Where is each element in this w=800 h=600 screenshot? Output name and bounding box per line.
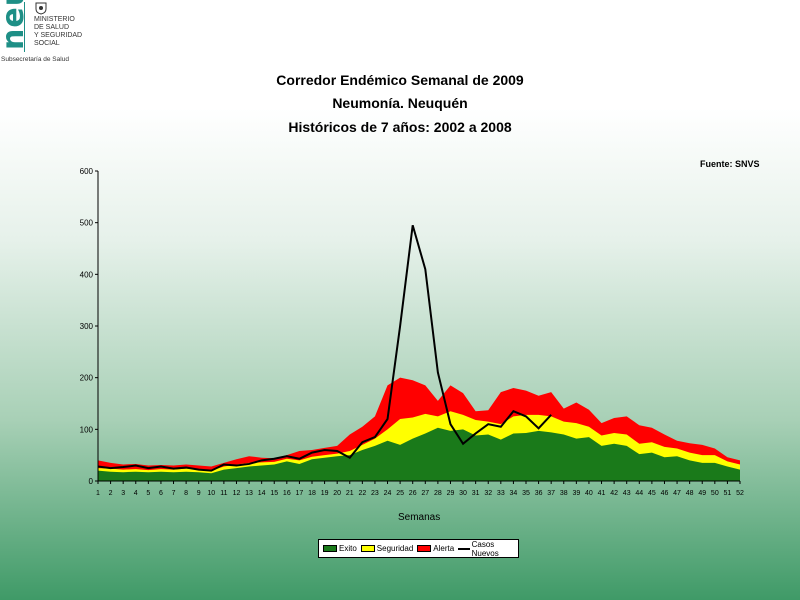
x-tick-label: 34 xyxy=(510,490,518,497)
logo-line: SOCIAL xyxy=(34,40,60,47)
x-tick-label: 52 xyxy=(736,490,744,497)
line-casos-nuevos xyxy=(97,224,552,472)
x-tick-label: 30 xyxy=(459,490,467,497)
chart-title: Corredor Endémico Semanal de 2009 xyxy=(276,72,524,88)
y-tick-label: 200 xyxy=(80,374,94,383)
y-tick-label: 100 xyxy=(80,425,94,434)
x-tick-label: 43 xyxy=(623,490,631,497)
legend-label-alerta: Alerta xyxy=(433,544,455,553)
chart-legend: Exito Seguridad Alerta Casos Nuevos xyxy=(318,539,519,558)
legend-item-seguridad: Seguridad xyxy=(360,544,414,553)
x-tick-label: 14 xyxy=(258,490,266,497)
x-tick-label: 11 xyxy=(220,490,227,497)
x-tick-label: 20 xyxy=(333,490,341,497)
x-tick-label: 27 xyxy=(421,490,429,497)
x-tick-label: 51 xyxy=(724,490,732,497)
x-tick-label: 28 xyxy=(434,490,442,497)
x-tick-label: 47 xyxy=(673,490,681,497)
chart-source: Fuente: SNVS xyxy=(700,159,760,169)
y-tick-label: 600 xyxy=(80,167,94,176)
x-tick-label: 46 xyxy=(661,490,669,497)
legend-line-casos xyxy=(458,547,470,550)
y-tick-label: 300 xyxy=(80,322,94,331)
legend-item-exito: Exito xyxy=(323,544,357,553)
x-tick-label: 37 xyxy=(547,490,555,497)
x-tick-label: 50 xyxy=(711,490,719,497)
x-tick-label: 9 xyxy=(197,490,201,497)
x-tick-label: 21 xyxy=(346,490,354,497)
x-tick-label: 7 xyxy=(172,490,176,497)
x-tick-label: 33 xyxy=(497,490,505,497)
y-tick-label: 500 xyxy=(80,219,94,228)
x-tick-label: 44 xyxy=(635,490,643,497)
legend-label-casos: Casos Nuevos xyxy=(471,539,499,558)
legend-swatch-seguridad xyxy=(360,545,375,552)
y-tick-label: 400 xyxy=(80,270,94,279)
area-exito xyxy=(98,427,740,481)
legend-label-exito: Exito xyxy=(339,544,357,553)
logo-line: MINISTERIO xyxy=(34,16,75,23)
x-tick-label: 1 xyxy=(96,490,100,497)
chart-subtitle-2: Históricos de 7 años: 2002 a 2008 xyxy=(288,119,512,135)
x-tick-label: 26 xyxy=(409,490,417,497)
x-tick-label: 19 xyxy=(321,490,329,497)
shield-icon xyxy=(35,2,47,15)
x-tick-label: 15 xyxy=(270,490,278,497)
chart-subtitle: Neumonía. Neuquén xyxy=(332,95,468,111)
logo-text: MINISTERIO DE SALUD Y SEGURIDAD SOCIAL xyxy=(34,16,82,48)
x-tick-label: 6 xyxy=(159,490,163,497)
x-tick-label: 45 xyxy=(648,490,656,497)
logo-line: DE SALUD xyxy=(34,24,70,31)
x-tick-label: 3 xyxy=(121,490,125,497)
x-tick-label: 10 xyxy=(207,490,215,497)
x-tick-label: 8 xyxy=(184,490,188,497)
logo: neu MINISTERIO DE SALUD Y SEGURIDAD SOCI… xyxy=(0,0,92,66)
y-tick-label: 0 xyxy=(89,477,94,486)
x-tick-label: 31 xyxy=(472,490,480,497)
x-tick-label: 36 xyxy=(535,490,543,497)
x-tick-label: 41 xyxy=(598,490,606,497)
x-tick-label: 22 xyxy=(358,490,366,497)
legend-label-seguridad: Seguridad xyxy=(376,544,414,553)
x-tick-label: 32 xyxy=(484,490,492,497)
legend-swatch-exito xyxy=(323,545,337,552)
logo-divider xyxy=(24,2,25,52)
x-tick-label: 25 xyxy=(396,490,404,497)
x-tick-label: 39 xyxy=(572,490,580,497)
x-tick-label: 24 xyxy=(384,490,392,497)
x-tick-label: 23 xyxy=(371,490,379,497)
x-tick-label: 5 xyxy=(146,490,150,497)
x-tick-label: 17 xyxy=(296,490,304,497)
x-tick-label: 42 xyxy=(610,490,618,497)
x-tick-label: 40 xyxy=(585,490,593,497)
legend-item-alerta: Alerta xyxy=(417,544,454,553)
x-tick-label: 16 xyxy=(283,490,291,497)
logo-subtitle: Subsecretaría de Salud xyxy=(1,56,69,63)
x-tick-label: 2 xyxy=(109,490,113,497)
x-tick-label: 4 xyxy=(134,490,138,497)
x-tick-label: 48 xyxy=(686,490,694,497)
x-tick-label: 49 xyxy=(698,490,706,497)
x-tick-label: 38 xyxy=(560,490,568,497)
x-axis-label: Semanas xyxy=(398,512,441,523)
x-tick-label: 18 xyxy=(308,490,316,497)
logo-line: Y SEGURIDAD xyxy=(34,32,83,39)
legend-swatch-alerta xyxy=(417,545,432,552)
x-tick-label: 35 xyxy=(522,490,530,497)
legend-item-casos: Casos Nuevos xyxy=(458,540,514,558)
x-tick-label: 29 xyxy=(447,490,455,497)
x-tick-label: 13 xyxy=(245,490,253,497)
x-tick-label: 12 xyxy=(233,490,241,497)
